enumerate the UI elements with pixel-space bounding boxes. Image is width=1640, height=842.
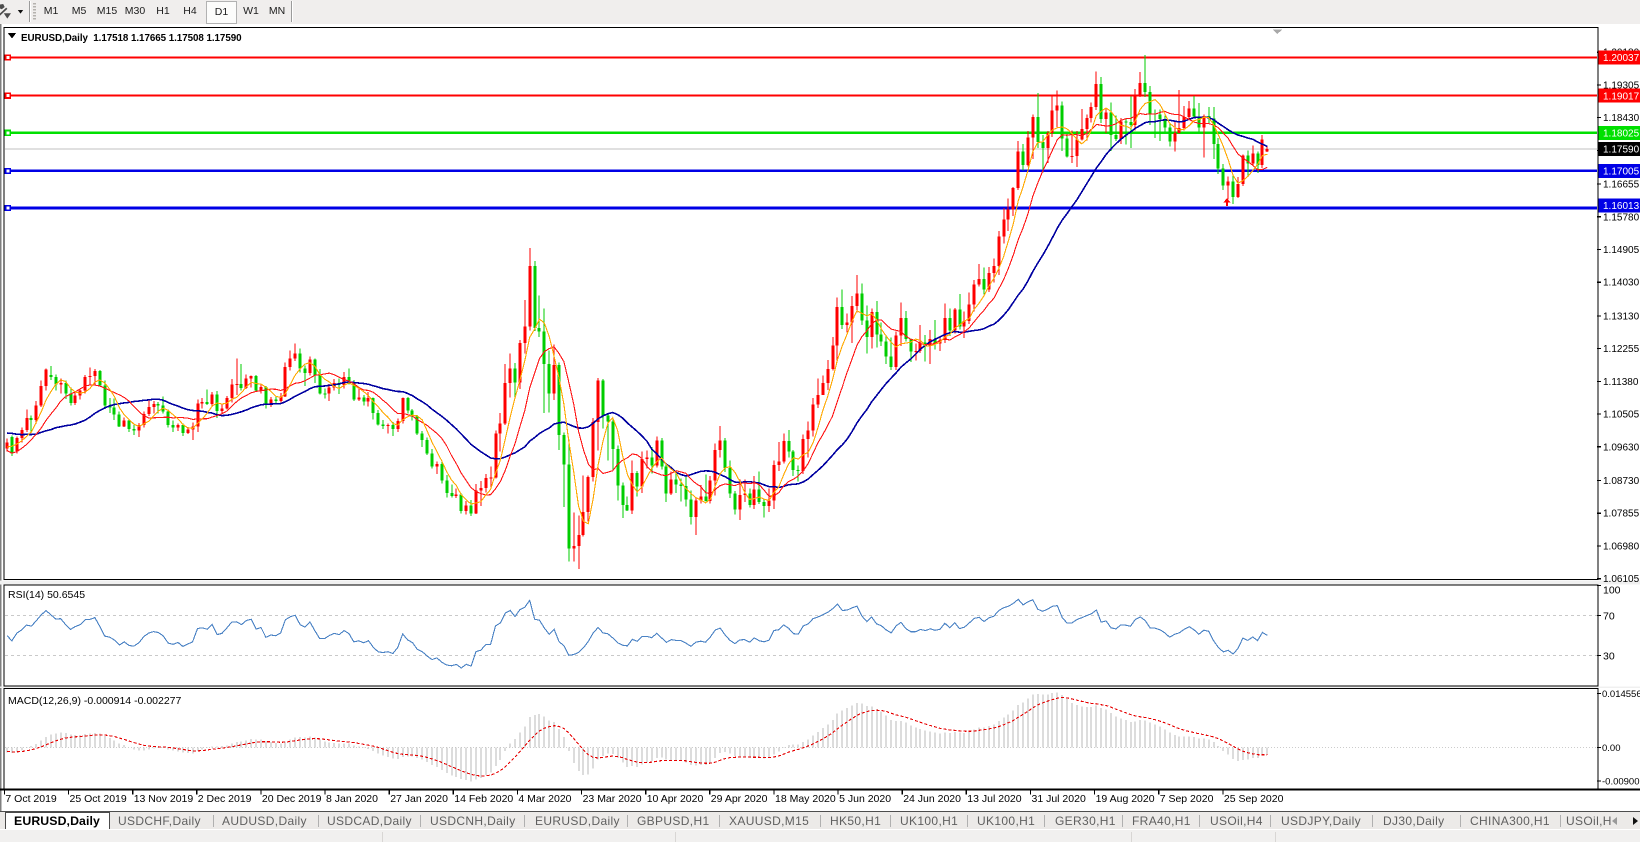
svg-text:1.08730: 1.08730 bbox=[1603, 476, 1640, 487]
svg-text:31 Jul 2020: 31 Jul 2020 bbox=[1032, 793, 1086, 805]
svg-text:23 Mar 2020: 23 Mar 2020 bbox=[583, 793, 642, 805]
svg-text:1.07855: 1.07855 bbox=[1603, 508, 1640, 519]
svg-text:1.20037: 1.20037 bbox=[1603, 53, 1640, 64]
svg-text:-0.009001: -0.009001 bbox=[1602, 776, 1640, 787]
svg-text:0.014556: 0.014556 bbox=[1602, 689, 1640, 700]
svg-text:13 Nov 2019: 13 Nov 2019 bbox=[134, 793, 194, 805]
svg-text:1.14030: 1.14030 bbox=[1603, 277, 1640, 288]
svg-text:RSI(14) 50.6545: RSI(14) 50.6545 bbox=[8, 589, 85, 601]
svg-text:100: 100 bbox=[1603, 584, 1621, 596]
svg-text:1.09630: 1.09630 bbox=[1603, 442, 1640, 453]
svg-text:18 May 2020: 18 May 2020 bbox=[775, 793, 836, 805]
svg-text:30: 30 bbox=[1603, 650, 1615, 662]
svg-text:27 Jan 2020: 27 Jan 2020 bbox=[390, 793, 448, 805]
svg-text:1.16013: 1.16013 bbox=[1603, 201, 1640, 212]
svg-text:1.17005: 1.17005 bbox=[1603, 166, 1640, 177]
svg-text:70: 70 bbox=[1603, 610, 1615, 622]
svg-text:1.11380: 1.11380 bbox=[1603, 376, 1639, 387]
svg-text:7 Sep 2020: 7 Sep 2020 bbox=[1160, 793, 1214, 805]
svg-text:0.00: 0.00 bbox=[1602, 743, 1621, 754]
svg-text:25 Sep 2020: 25 Sep 2020 bbox=[1224, 793, 1284, 805]
svg-text:10 Apr 2020: 10 Apr 2020 bbox=[647, 793, 704, 805]
svg-text:4 Mar 2020: 4 Mar 2020 bbox=[518, 793, 571, 805]
svg-text:13 Jul 2020: 13 Jul 2020 bbox=[967, 793, 1021, 805]
svg-text:1.18025: 1.18025 bbox=[1603, 128, 1640, 139]
svg-text:7 Oct 2019: 7 Oct 2019 bbox=[5, 793, 57, 805]
svg-text:1.14905: 1.14905 bbox=[1603, 245, 1640, 256]
svg-text:1.10505: 1.10505 bbox=[1603, 409, 1640, 420]
svg-text:5 Jun 2020: 5 Jun 2020 bbox=[839, 793, 891, 805]
svg-text:1.13130: 1.13130 bbox=[1603, 311, 1640, 322]
svg-text:1.17590: 1.17590 bbox=[1603, 144, 1640, 155]
svg-text:EURUSD,Daily 1.17518 1.17665: EURUSD,Daily 1.17518 1.17665 1.17508 1.1… bbox=[21, 32, 242, 43]
svg-text:19 Aug 2020: 19 Aug 2020 bbox=[1096, 793, 1155, 805]
svg-text:1.12255: 1.12255 bbox=[1603, 344, 1640, 355]
svg-text:2 Dec 2019: 2 Dec 2019 bbox=[198, 793, 252, 805]
svg-text:1.19017: 1.19017 bbox=[1603, 91, 1640, 102]
svg-text:1.16655: 1.16655 bbox=[1603, 179, 1640, 190]
svg-text:8 Jan 2020: 8 Jan 2020 bbox=[326, 793, 378, 805]
svg-text:14 Feb 2020: 14 Feb 2020 bbox=[454, 793, 513, 805]
svg-text:20 Dec 2019: 20 Dec 2019 bbox=[262, 793, 322, 805]
svg-text:24 Jun 2020: 24 Jun 2020 bbox=[903, 793, 961, 805]
svg-text:1.06980: 1.06980 bbox=[1603, 541, 1640, 552]
svg-text:1.18430: 1.18430 bbox=[1603, 113, 1640, 124]
svg-text:MACD(12,26,9) -0.000914 -0.002: MACD(12,26,9) -0.000914 -0.002277 bbox=[8, 695, 182, 707]
svg-text:29 Apr 2020: 29 Apr 2020 bbox=[711, 793, 768, 805]
svg-text:1.15780: 1.15780 bbox=[1603, 212, 1640, 223]
svg-text:25 Oct 2019: 25 Oct 2019 bbox=[70, 793, 127, 805]
